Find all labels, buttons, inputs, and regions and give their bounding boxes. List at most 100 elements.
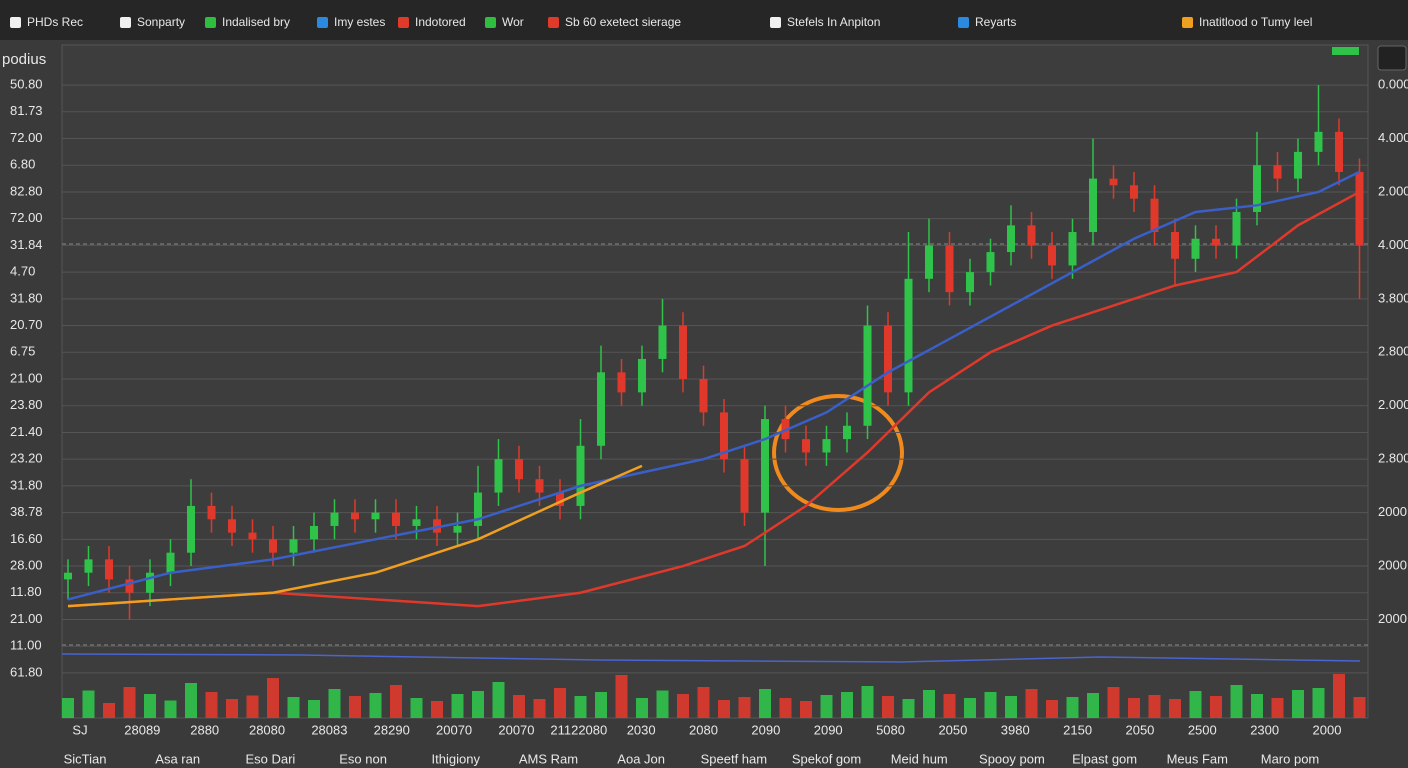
volume-bar xyxy=(164,700,177,718)
legend-swatch xyxy=(1182,17,1193,28)
volume-bar xyxy=(718,700,730,718)
x-sub-label: Eso Dari xyxy=(245,751,295,766)
candle-body xyxy=(84,559,93,573)
y-tick-label: 82.80 xyxy=(10,183,43,198)
volume-bar xyxy=(943,694,956,718)
oscillator-line xyxy=(61,653,1361,663)
x-sub-label: Eso non xyxy=(339,751,387,766)
volume-bar xyxy=(923,690,935,718)
candle-body xyxy=(1314,131,1323,152)
y-tick-label: 31.84 xyxy=(10,237,43,252)
volume-bar xyxy=(451,694,464,718)
toolbar-item: Indalised bry xyxy=(222,15,290,29)
candle-body xyxy=(617,372,626,393)
candle-body xyxy=(351,512,359,520)
candle-body xyxy=(925,245,933,279)
volume-bar xyxy=(574,696,587,718)
volume-bar xyxy=(779,698,792,718)
volume-bar xyxy=(595,692,607,718)
candle-body xyxy=(1355,171,1364,246)
candle-body xyxy=(1027,225,1036,246)
settings-button[interactable] xyxy=(1377,45,1407,71)
candle-body xyxy=(1232,212,1241,246)
y-tick-label: 11.80 xyxy=(10,584,42,599)
volume-bar xyxy=(1005,696,1017,718)
x-tick-label: 2090 xyxy=(814,722,843,737)
volume-bar xyxy=(349,696,361,718)
volume-bar xyxy=(1271,698,1284,718)
y-tick-label: 72.00 xyxy=(10,210,43,225)
candle-body xyxy=(986,252,995,273)
toolbar-item: Wor xyxy=(502,15,524,29)
candle-body xyxy=(740,459,749,513)
volume-bar xyxy=(1312,688,1325,718)
candle-body xyxy=(638,358,646,393)
y-tick-label: 50.80 xyxy=(10,77,43,92)
volume-bar xyxy=(390,685,402,718)
volume-bar xyxy=(431,701,443,718)
y-tick-label: 61.80 xyxy=(10,664,43,679)
candle-body xyxy=(146,572,154,593)
candle-body xyxy=(412,519,421,526)
y2-tick-label: 4.000 xyxy=(1378,130,1408,145)
candle-body xyxy=(884,325,892,393)
toolbar xyxy=(0,0,1408,40)
volume-bar xyxy=(185,683,197,718)
volume-bar xyxy=(902,699,915,718)
x-sub-label: Spekof gom xyxy=(792,751,861,766)
candle-body xyxy=(330,512,339,526)
candle-body xyxy=(1007,225,1015,253)
x-tick-label: 2030 xyxy=(627,722,656,737)
highlight-circle xyxy=(772,394,904,512)
x-sub-label: AMS Ram xyxy=(519,751,578,766)
y2-tick-label: 2.800 xyxy=(1378,344,1408,359)
candle-body xyxy=(761,419,769,513)
toolbar-items: PHDs Rec Sonparty Indalised bry Imy estes In… xyxy=(10,15,1312,29)
candle-body xyxy=(1150,198,1159,233)
x-sub-label: Meus Fam xyxy=(1167,751,1228,766)
volume-bar xyxy=(677,694,689,718)
candle-body xyxy=(289,539,298,553)
volume-bar xyxy=(267,678,279,718)
candle-body xyxy=(310,525,318,540)
volume-bar xyxy=(1025,689,1038,718)
candle-body xyxy=(1294,151,1302,179)
candle-body xyxy=(166,552,175,573)
y-tick-label: 4.70 xyxy=(10,264,35,279)
volume-bar xyxy=(1128,698,1140,718)
candle-body xyxy=(1273,165,1282,179)
y-tick-label: 23.20 xyxy=(10,451,43,466)
candle-body xyxy=(392,512,400,526)
volume-bar xyxy=(205,692,218,718)
candle-body xyxy=(515,459,523,480)
x-sub-label: Ithigiony xyxy=(432,751,481,766)
toolbar-item: PHDs Rec xyxy=(27,15,83,29)
volume-bar xyxy=(861,686,874,718)
candle-body xyxy=(1212,238,1220,246)
volume-bar xyxy=(1230,685,1243,718)
candle-body xyxy=(556,492,564,506)
x-tick-label: 2500 xyxy=(1188,722,1217,737)
x-tick-label: 2300 xyxy=(1250,722,1279,737)
y-tick-label: 81.73 xyxy=(10,103,43,118)
candle-body xyxy=(1171,232,1179,259)
x-sub-label: Aoa Jon xyxy=(617,751,665,766)
toolbar-item: Indotored xyxy=(415,15,466,29)
candle-body xyxy=(1191,238,1200,259)
volume-bar xyxy=(103,703,115,718)
y-tick-label: 6.80 xyxy=(10,157,35,172)
y-tick-label: 6.75 xyxy=(10,344,35,359)
volume-bar xyxy=(144,694,156,718)
y2-tick-label: 2.000 xyxy=(1378,183,1408,198)
x-tick-label: 28089 xyxy=(124,722,160,737)
candle-body xyxy=(1068,232,1077,266)
candle-body xyxy=(679,325,687,379)
y-tick-label: 21.00 xyxy=(10,611,43,626)
volume-bar xyxy=(964,698,976,718)
legend-swatch xyxy=(958,17,969,28)
candle-body xyxy=(535,479,544,493)
x-tick-label: 2880 xyxy=(190,722,219,737)
volume-bar xyxy=(1148,695,1161,718)
x-tick-label: 2090 xyxy=(751,722,780,737)
